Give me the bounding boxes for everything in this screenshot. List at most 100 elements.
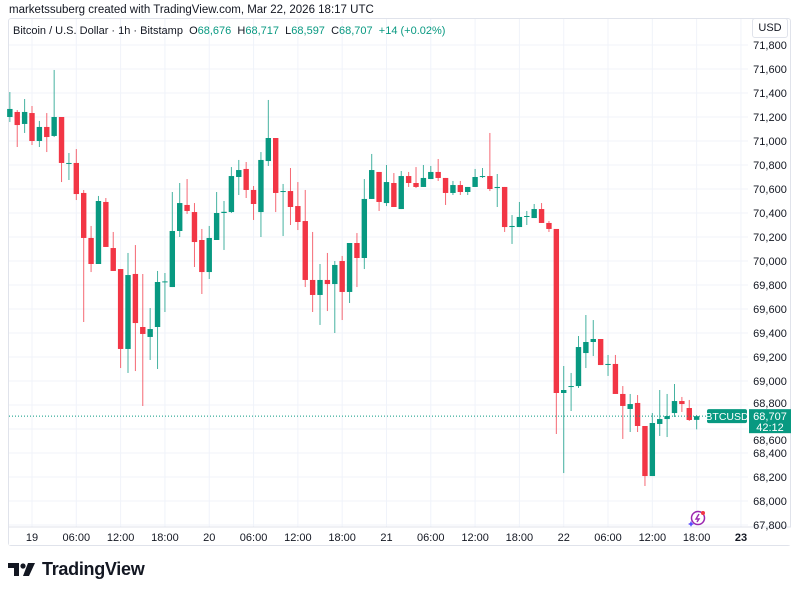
candle-down[interactable]	[339, 255, 345, 321]
candle-down[interactable]	[14, 110, 20, 147]
candle-down[interactable]	[191, 203, 198, 267]
candle-up[interactable]	[575, 336, 582, 388]
candle-up[interactable]	[649, 413, 656, 477]
candle-up[interactable]	[206, 225, 212, 279]
candle-up[interactable]	[317, 264, 323, 325]
candle-up[interactable]	[154, 270, 161, 369]
candle-up[interactable]	[125, 252, 131, 373]
candle-up[interactable]	[450, 180, 456, 195]
candle-down[interactable]	[435, 159, 441, 181]
candle-down[interactable]	[642, 426, 648, 486]
candle-down[interactable]	[110, 231, 116, 271]
candle-down[interactable]	[391, 173, 397, 207]
candle-down[interactable]	[413, 167, 419, 189]
candle-up[interactable]	[524, 210, 530, 225]
candle-up[interactable]	[169, 192, 176, 288]
candle-up[interactable]	[369, 153, 375, 199]
candle-up[interactable]	[605, 354, 611, 376]
candle-down[interactable]	[620, 386, 626, 439]
candle-up[interactable]	[590, 320, 596, 357]
candle-down[interactable]	[302, 189, 308, 288]
candle-up[interactable]	[671, 384, 678, 417]
chart-attribution: marketssuberg created with TradingView.c…	[9, 4, 374, 16]
candle-down[interactable]	[117, 269, 124, 369]
candle-up[interactable]	[428, 165, 434, 180]
candle-down[interactable]	[634, 395, 641, 432]
candle-down[interactable]	[442, 177, 449, 205]
candle-up[interactable]	[494, 174, 500, 207]
candle-down[interactable]	[405, 171, 412, 187]
candle-up[interactable]	[657, 390, 663, 436]
tradingview-logo[interactable]: TradingView	[8, 559, 145, 580]
candle-up[interactable]	[258, 152, 264, 237]
candle-down[interactable]	[538, 203, 545, 223]
candle-up[interactable]	[465, 186, 471, 195]
candle-up[interactable]	[21, 99, 28, 133]
candle-down[interactable]	[199, 228, 205, 294]
candle-up[interactable]	[531, 204, 537, 219]
candle-up[interactable]	[265, 99, 272, 166]
candle-down[interactable]	[612, 354, 619, 394]
candle-body	[177, 203, 183, 231]
candle-up[interactable]	[36, 120, 43, 147]
candle-up[interactable]	[95, 195, 102, 264]
candle-down[interactable]	[487, 132, 493, 192]
candle-down[interactable]	[273, 138, 279, 213]
candle-up[interactable]	[236, 159, 242, 195]
candle-down[interactable]	[501, 186, 508, 232]
candle-up[interactable]	[383, 165, 390, 207]
candle-up[interactable]	[583, 315, 589, 369]
candle-down[interactable]	[132, 245, 139, 372]
candle-up[interactable]	[162, 273, 168, 312]
candle-down[interactable]	[553, 228, 560, 435]
candle-up[interactable]	[177, 183, 183, 237]
candle-up[interactable]	[693, 414, 700, 430]
candle-down[interactable]	[546, 221, 552, 232]
candle-up[interactable]	[66, 153, 72, 180]
sparkle-lightning-icon[interactable]	[688, 510, 706, 527]
candle-down[interactable]	[295, 182, 301, 231]
candle-down[interactable]	[354, 233, 360, 288]
candle-down[interactable]	[80, 189, 87, 322]
candle-up[interactable]	[228, 167, 235, 213]
candle-down[interactable]	[324, 252, 331, 312]
candle-down[interactable]	[184, 179, 190, 214]
candle-down[interactable]	[103, 198, 109, 247]
candle-up[interactable]	[332, 261, 338, 333]
candle-up[interactable]	[561, 366, 567, 474]
candle-down[interactable]	[686, 399, 692, 421]
candle-up[interactable]	[479, 168, 486, 178]
candle-up[interactable]	[627, 393, 633, 432]
currency-button[interactable]: USD	[752, 18, 788, 38]
candle-down[interactable]	[88, 225, 94, 273]
candle-down[interactable]	[457, 180, 464, 195]
candle-up[interactable]	[346, 243, 353, 303]
candle-up[interactable]	[7, 92, 13, 123]
candle-up[interactable]	[361, 179, 368, 270]
candle-down[interactable]	[287, 168, 294, 225]
candle-down[interactable]	[597, 339, 604, 366]
candle-down[interactable]	[140, 273, 146, 406]
candle-up[interactable]	[509, 215, 515, 244]
candle-up[interactable]	[516, 201, 523, 228]
candle-up[interactable]	[221, 201, 227, 250]
candle-up[interactable]	[472, 168, 478, 187]
candle-up[interactable]	[420, 165, 427, 187]
candle-up[interactable]	[664, 393, 670, 438]
candle-down[interactable]	[44, 113, 50, 153]
candle-down[interactable]	[376, 171, 382, 211]
candle-up[interactable]	[568, 372, 574, 411]
candle-down[interactable]	[243, 162, 249, 198]
candle-up[interactable]	[280, 183, 286, 237]
candle-down[interactable]	[73, 149, 80, 201]
candle-up[interactable]	[51, 69, 57, 138]
candle-down[interactable]	[309, 231, 316, 312]
candle-down[interactable]	[250, 186, 257, 220]
candle-down[interactable]	[29, 105, 35, 145]
candle-down[interactable]	[679, 396, 685, 412]
candle-up[interactable]	[147, 308, 153, 360]
candle-up[interactable]	[398, 171, 404, 210]
candle-up[interactable]	[213, 192, 220, 240]
candle-down[interactable]	[58, 117, 65, 183]
